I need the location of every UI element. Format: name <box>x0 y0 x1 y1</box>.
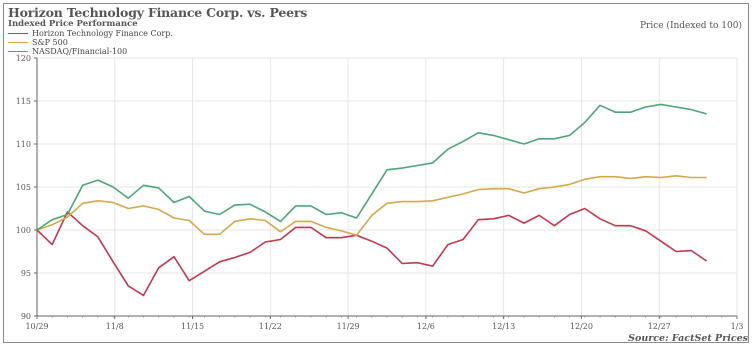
x-tick-label: 1/3 <box>731 322 744 331</box>
chart-frame <box>3 3 749 343</box>
tick-labels: 90 95 100 105 110 115 120 10/29 11/8 11/15 11/22 11… <box>16 54 744 331</box>
x-tick-label: 11/8 <box>106 322 124 331</box>
legend-swatch-sp500 <box>8 42 28 43</box>
y-tick-label: 120 <box>16 54 31 63</box>
y-tick-label: 105 <box>16 183 31 192</box>
y-tick-label: 115 <box>16 97 31 106</box>
legend-label-sp500: S&P 500 <box>32 38 68 47</box>
series-lines <box>36 103 708 297</box>
x-tick-label: 12/13 <box>492 322 515 331</box>
y-tick-label: 95 <box>21 269 31 278</box>
x-tick-label: 11/15 <box>181 322 204 331</box>
legend-swatch-nasdaq-financial <box>8 51 28 52</box>
legend-label-horizon: Horizon Technology Finance Corp. <box>32 29 173 38</box>
y-tick-label: 100 <box>16 226 31 235</box>
x-tick-label: 11/22 <box>259 322 282 331</box>
x-tick-label: 12/20 <box>570 322 593 331</box>
legend-swatch-horizon <box>8 33 28 34</box>
chart-title: Horizon Technology Finance Corp. vs. Pee… <box>8 5 308 20</box>
legend-item-nasdaq-financial: NASDAQ/Financial-100 <box>8 47 173 56</box>
legend-item-horizon: Horizon Technology Finance Corp. <box>8 29 173 38</box>
y-unit-label: Price (Indexed to 100) <box>639 21 742 31</box>
legend-item-sp500: S&P 500 <box>8 38 173 47</box>
series-line-nasdaq-financial <box>36 103 707 231</box>
legend-label-nasdaq-financial: NASDAQ/Financial-100 <box>32 47 128 56</box>
source-note: Source: FactSet Prices <box>628 333 748 344</box>
series-line-horizon <box>36 207 708 297</box>
y-tick-label: 90 <box>21 312 31 321</box>
x-tick-label: 12/27 <box>648 322 671 331</box>
series-line-sp500 <box>36 175 707 236</box>
legend: Horizon Technology Finance Corp. S&P 500… <box>8 29 173 56</box>
chart-subtitle: Indexed Price Performance <box>8 19 138 29</box>
x-tick-label: 12/6 <box>417 322 435 331</box>
y-tick-label: 110 <box>16 140 31 149</box>
x-tick-label: 10/29 <box>25 322 48 331</box>
axes <box>34 57 738 319</box>
x-tick-label: 11/29 <box>337 322 360 331</box>
